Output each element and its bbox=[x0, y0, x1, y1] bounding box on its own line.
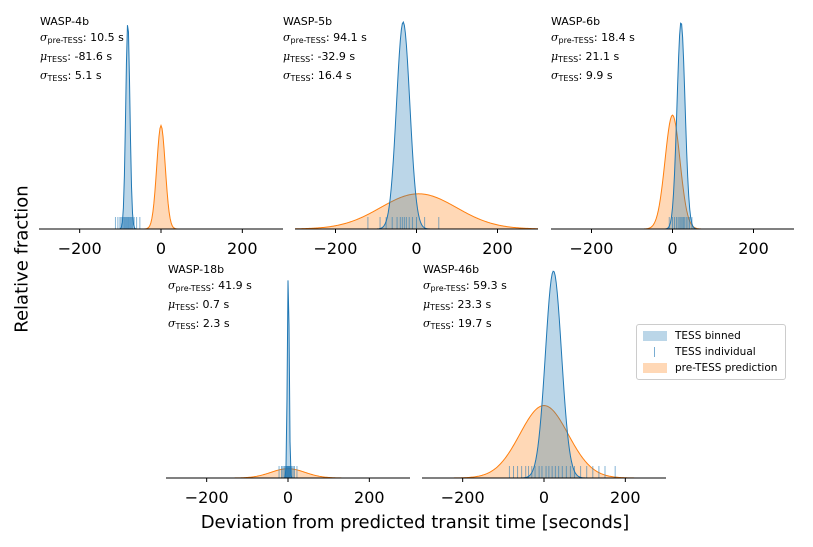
x-tick-label: 200 bbox=[227, 239, 258, 258]
annotation-wasp-5b: WASP-5b σpre-TESS: 94.1 s μTESS: -32.9 s… bbox=[283, 15, 367, 83]
annotation-wasp-4b: WASP-4b σpre-TESS: 10.5 s μTESS: -81.6 s… bbox=[40, 15, 124, 83]
x-tick-label: −200 bbox=[185, 488, 229, 507]
legend-item-pre: pre-TESS prediction bbox=[643, 361, 777, 375]
sigma-pre-tess: 94.1 s bbox=[333, 31, 367, 44]
mu-tess: -81.6 s bbox=[74, 50, 113, 63]
legend-swatch-pre bbox=[643, 363, 667, 373]
sigma-tess: 9.9 s bbox=[585, 69, 613, 82]
sigma-tess: 16.4 s bbox=[317, 69, 352, 82]
panel-wasp-6b: −200 0 200 bbox=[551, 22, 794, 258]
mu-tess: 21.1 s bbox=[585, 50, 620, 63]
legend-item-individual: TESS individual bbox=[643, 345, 756, 359]
x-tick-label: 0 bbox=[539, 488, 549, 507]
sigma-tess: 19.7 s bbox=[457, 317, 492, 330]
sigma-pre-tess: 18.4 s bbox=[601, 31, 635, 44]
y-axis-label: Relative fraction bbox=[11, 185, 33, 333]
pre-tess-curve bbox=[294, 193, 539, 230]
planet-title: WASP-6b bbox=[551, 15, 601, 28]
planet-title: WASP-5b bbox=[283, 15, 333, 28]
sigma-pre-tess: 10.5 s bbox=[90, 31, 124, 44]
legend-swatch-individual bbox=[643, 345, 667, 359]
legend-item-binned: TESS binned bbox=[643, 329, 741, 343]
sigma-pre-tess: 41.9 s bbox=[218, 279, 252, 292]
legend-label-individual: TESS individual bbox=[675, 346, 756, 358]
mu-tess: 23.3 s bbox=[457, 298, 492, 311]
annotation-wasp-6b: WASP-6b σpre-TESS: 18.4 s μTESS: 21.1 s … bbox=[551, 15, 635, 83]
panel-wasp-5b: −200 0 200 bbox=[294, 20, 539, 258]
x-tick-label: 0 bbox=[667, 239, 677, 258]
planet-title: WASP-18b bbox=[168, 263, 225, 276]
pre-tess-fill bbox=[422, 405, 666, 478]
legend-label-pre: pre-TESS prediction bbox=[675, 362, 778, 374]
x-tick-label: 200 bbox=[482, 239, 513, 258]
x-tick-label: 200 bbox=[610, 488, 641, 507]
x-tick-label: −200 bbox=[441, 488, 485, 507]
sigma-tess: 5.1 s bbox=[74, 69, 102, 82]
sigma-pre-tess: 59.3 s bbox=[473, 279, 507, 292]
tess-binned-fill bbox=[422, 271, 666, 478]
x-tick-label: −200 bbox=[570, 239, 614, 258]
planet-title: WASP-46b bbox=[423, 263, 480, 276]
planet-title: WASP-4b bbox=[40, 15, 90, 28]
x-axis-label: Deviation from predicted transit time [s… bbox=[200, 512, 630, 533]
x-tick-label: −200 bbox=[58, 239, 102, 258]
pre-tess-fill bbox=[551, 115, 794, 229]
legend-label-binned: TESS binned bbox=[675, 330, 741, 342]
annotation-wasp-18b: WASP-18b σpre-TESS: 41.9 s μTESS: 0.7 s … bbox=[168, 263, 252, 331]
panel-wasp-18b: −200 0 200 bbox=[166, 280, 410, 507]
x-tick-label: 0 bbox=[283, 488, 293, 507]
x-tick-label: −200 bbox=[314, 239, 358, 258]
tess-binned-fill bbox=[166, 280, 410, 478]
x-tick-label: 0 bbox=[411, 239, 421, 258]
legend: TESS binned TESS individual pre-TESS pre… bbox=[636, 324, 786, 380]
legend-swatch-binned bbox=[643, 331, 667, 341]
x-tick-label: 0 bbox=[156, 239, 166, 258]
x-tick-label: 200 bbox=[738, 239, 769, 258]
x-tick-label: 200 bbox=[354, 488, 385, 507]
annotation-wasp-46b: WASP-46b σpre-TESS: 59.3 s μTESS: 23.3 s… bbox=[423, 263, 507, 331]
mu-tess: -32.9 s bbox=[317, 50, 356, 63]
mu-tess: 0.7 s bbox=[202, 298, 230, 311]
pre-tess-fill bbox=[39, 125, 283, 229]
panel-wasp-4b: −200 0 200 bbox=[39, 25, 283, 258]
panel-wasp-46b: −200 0 200 bbox=[422, 270, 666, 507]
sigma-tess: 2.3 s bbox=[202, 317, 230, 330]
